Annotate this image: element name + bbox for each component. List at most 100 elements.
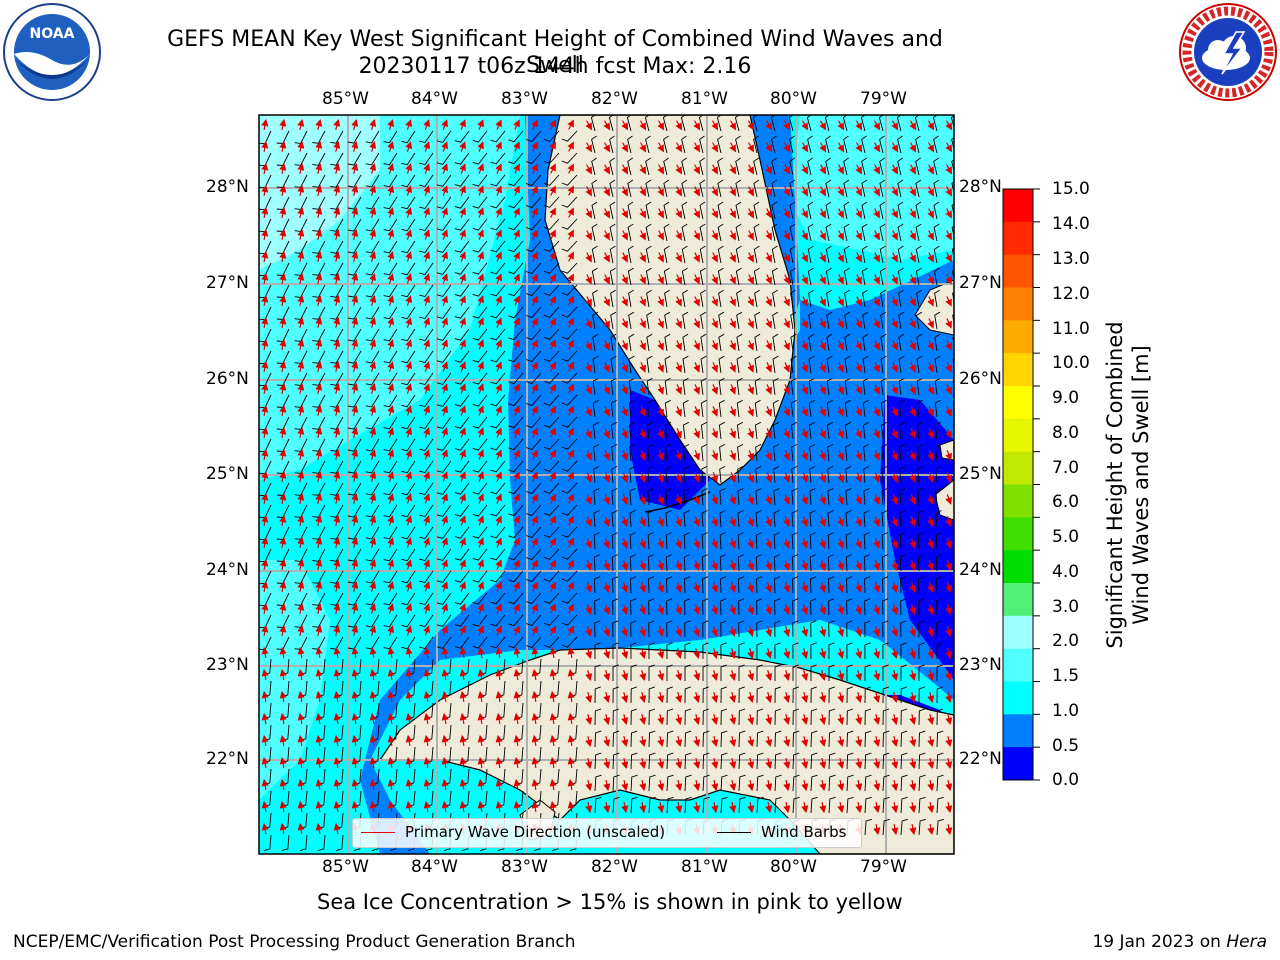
wave-direction-arrow — [387, 383, 395, 394]
wind-barb — [543, 394, 560, 406]
wind-barb — [771, 157, 777, 176]
colorbar-tick: 0.0 — [1052, 770, 1080, 790]
wave-direction-arrow — [765, 142, 773, 153]
footer-date-text: 19 Jan 2023 on — [1092, 932, 1221, 952]
wind-barb — [561, 350, 578, 362]
wave-direction-arrow — [405, 207, 413, 218]
wind-barb — [543, 196, 560, 208]
wave-direction-arrow — [585, 230, 592, 241]
wave-direction-arrow — [405, 185, 413, 196]
wind-barb — [700, 333, 707, 352]
wave-direction-arrow — [315, 118, 323, 131]
lon-tick-top-81: 81°W — [681, 89, 728, 109]
wave-direction-arrow — [513, 119, 520, 130]
wave-direction-arrow — [783, 230, 790, 241]
wind-barb — [862, 311, 869, 330]
legend-red-line — [361, 832, 395, 833]
wave-direction-arrow — [477, 207, 484, 218]
sea-ice-note: Sea Ice Concentration > 15% is shown in … — [317, 890, 903, 914]
wind-barb — [646, 355, 653, 374]
wave-direction-arrow — [513, 185, 520, 196]
wind-barb — [561, 394, 578, 406]
wave-direction-arrow — [279, 250, 287, 263]
wind-barb — [736, 333, 743, 352]
wave-direction-arrow — [675, 186, 682, 197]
wave-direction-arrow — [891, 208, 898, 219]
wind-barb — [789, 201, 796, 220]
wave-direction-arrow — [891, 186, 898, 197]
wave-direction-arrow — [567, 273, 574, 284]
wave-direction-arrow — [585, 274, 592, 285]
wave-direction-arrow — [567, 119, 574, 130]
wave-direction-arrow — [477, 185, 484, 196]
wind-barb — [645, 245, 652, 264]
wave-direction-arrow — [873, 296, 880, 307]
wave-direction-arrow — [531, 251, 538, 262]
wave-direction-arrow — [729, 120, 737, 131]
legend-item-wave-direction: Primary Wave Direction (unscaled) — [361, 823, 665, 841]
wind-barb — [681, 135, 687, 154]
colorbar-tick: 5.0 — [1052, 527, 1080, 547]
wave-direction-arrow — [837, 384, 844, 395]
wind-barb — [591, 267, 598, 286]
wind-barb — [861, 223, 868, 242]
wave-direction-arrow — [297, 250, 305, 263]
wave-direction-arrow — [297, 140, 305, 153]
wave-direction-arrow — [459, 361, 466, 372]
wind-barb — [934, 333, 941, 352]
wind-barb — [609, 223, 616, 242]
wave-direction-arrow — [891, 230, 898, 241]
wind-barb — [897, 245, 904, 264]
wave-direction-arrow — [279, 404, 287, 417]
wave-direction-arrow — [477, 383, 484, 394]
wind-barb — [664, 377, 671, 396]
wave-direction-arrow — [549, 229, 556, 240]
colorbar-swatch — [1003, 189, 1033, 223]
colorbar-swatch — [1003, 418, 1033, 453]
wave-direction-arrow — [891, 362, 898, 373]
wind-barb — [664, 399, 671, 418]
wave-direction-arrow — [531, 405, 538, 416]
wind-barb — [843, 157, 849, 176]
wind-barb — [682, 377, 689, 396]
wind-barb — [682, 311, 689, 330]
wind-barb — [934, 311, 941, 330]
wind-barb — [807, 179, 814, 198]
wave-direction-arrow — [423, 207, 431, 218]
wave-direction-arrow — [531, 361, 538, 372]
wave-direction-arrow — [603, 142, 611, 153]
wave-direction-arrow — [711, 120, 719, 131]
wave-direction-arrow — [927, 296, 934, 307]
wave-direction-arrow — [459, 405, 466, 416]
wind-barb — [735, 179, 742, 198]
wind-barb — [754, 333, 761, 352]
wave-direction-arrow — [423, 339, 431, 350]
wind-barb — [825, 179, 832, 198]
wave-direction-arrow — [783, 252, 790, 263]
wave-direction-arrow — [621, 406, 628, 417]
wave-direction-arrow — [279, 140, 287, 153]
footer-date: 19 Jan 2023 on Hera — [1092, 932, 1267, 952]
wave-direction-arrow — [369, 383, 377, 394]
wave-direction-arrow — [477, 295, 484, 306]
wave-direction-arrow — [297, 118, 305, 131]
wave-direction-arrow — [693, 142, 701, 153]
wave-direction-arrow — [315, 294, 323, 307]
wind-barb — [735, 245, 742, 264]
wave-direction-arrow — [477, 119, 484, 130]
wave-direction-arrow — [351, 405, 359, 416]
wave-direction-arrow — [945, 384, 952, 395]
wind-barb — [826, 333, 833, 352]
wave-direction-arrow — [657, 120, 665, 131]
wind-barb — [561, 372, 578, 384]
wave-direction-arrow — [657, 230, 664, 241]
wave-direction-arrow — [603, 406, 610, 417]
wave-direction-arrow — [423, 361, 431, 372]
colorbar-label: Significant Height of Combined Wind Wave… — [1102, 321, 1154, 648]
wind-barb — [753, 245, 760, 264]
wave-direction-arrow — [873, 142, 881, 153]
wave-direction-arrow — [567, 229, 574, 240]
wind-barb — [897, 201, 904, 220]
wave-direction-arrow — [387, 119, 395, 130]
wave-direction-arrow — [351, 163, 359, 174]
